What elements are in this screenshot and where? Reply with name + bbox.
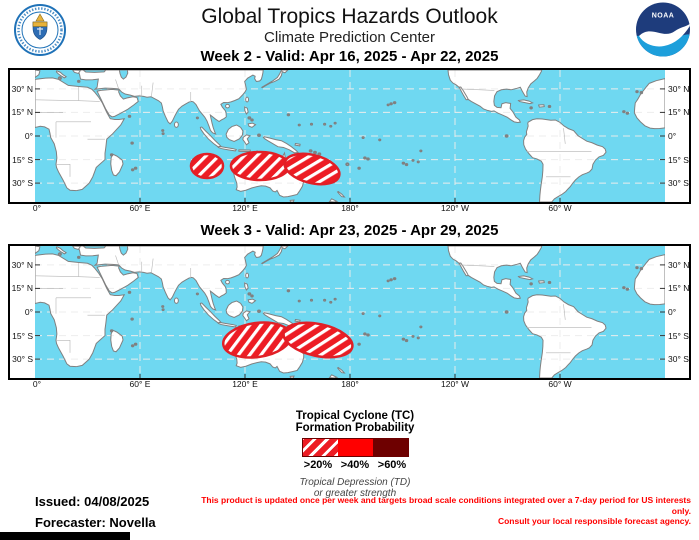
lat-label: 15° S	[668, 155, 689, 165]
legend-title-line2: Formation Probability	[295, 422, 415, 434]
forecaster-name: Forecaster: Novella	[35, 515, 156, 530]
week3-hazard-regions	[221, 321, 354, 359]
tc-probability-legend: Tropical Cyclone (TC) Formation Probabil…	[230, 410, 480, 499]
lat-label: 30° S	[12, 354, 33, 364]
lon-label: 120° E	[232, 203, 258, 213]
tc-formation-region	[282, 321, 354, 359]
disclaimer-line1: This product is updated once per week an…	[201, 495, 691, 516]
page-subtitle: Climate Prediction Center	[264, 29, 435, 46]
lat-label: 15° S	[668, 331, 689, 341]
lon-label: 120° W	[441, 379, 469, 389]
lon-label: 60° E	[129, 203, 151, 213]
legend-color-bar	[301, 438, 409, 457]
lon-label: 120° E	[232, 379, 258, 389]
noaa-logo-text: NOAA	[652, 13, 675, 20]
lon-label: 60° W	[548, 379, 572, 389]
lat-label: 30° N	[11, 260, 33, 270]
disclaimer-text: This product is updated once per week an…	[201, 495, 691, 527]
noaa-icon: NOAA	[636, 2, 690, 57]
legend-note-line2: or greater strength	[313, 488, 397, 499]
week2-map: 30° N 15° N 0° 15° S 30° S 30° N 15° N 0…	[8, 68, 691, 204]
lon-label: 0°	[32, 379, 42, 389]
legend-label-gt60: >60%	[377, 459, 407, 471]
legend-label-gt20: >20%	[303, 459, 333, 471]
lat-label: 15° N	[11, 107, 33, 117]
noaa-logo: NOAA	[633, 1, 693, 63]
lat-label: 15° N	[668, 283, 690, 293]
doc-seal-logo	[13, 3, 67, 62]
lon-label: 0°	[32, 203, 42, 213]
lat-label: 30° S	[668, 354, 689, 364]
lat-label: 30° N	[11, 84, 33, 94]
lon-label: 120° W	[441, 203, 469, 213]
legend-label-gt40: >40%	[340, 459, 370, 471]
issued-date: Issued: 04/08/2025	[35, 494, 150, 509]
lon-label: 180°	[341, 203, 359, 213]
page-title: Global Tropics Hazards Outlook	[201, 5, 498, 28]
lon-label: 60° E	[129, 379, 151, 389]
lat-label: 0°	[668, 307, 677, 317]
week3-title: Week 3 - Valid: Apr 23, 2025 - Apr 29, 2…	[200, 222, 499, 239]
tc-formation-region	[189, 152, 225, 180]
lon-label: 60° W	[548, 203, 572, 213]
tc-formation-region	[229, 150, 291, 182]
legend-seg-gt20	[302, 439, 338, 456]
week3-map: 30° N 15° N 0° 15° S 30° S 30° N 15° N 0…	[8, 244, 691, 380]
lat-label: 0°	[24, 131, 33, 141]
legend-seg-gt40	[337, 439, 373, 456]
lat-label: 0°	[668, 131, 677, 141]
lat-label: 15° N	[668, 107, 690, 117]
lat-label: 15° S	[12, 155, 33, 165]
legend-seg-gt60	[372, 439, 408, 456]
week2-basemap	[35, 70, 665, 202]
legend-note: Tropical Depression (TD) or greater stre…	[230, 477, 480, 499]
disclaimer-line2: Consult your local responsible forecast …	[497, 516, 691, 527]
tc-formation-region	[283, 152, 341, 186]
legend-title-line1: Tropical Cyclone (TC)	[295, 410, 415, 422]
lat-label: 15° N	[11, 283, 33, 293]
week2-hazard-regions	[189, 150, 341, 186]
doc-seal-icon	[14, 4, 66, 56]
lat-label: 30° N	[668, 84, 690, 94]
legend-labels: >20% >40% >60%	[300, 459, 411, 471]
lon-label: 180°	[341, 379, 359, 389]
lat-label: 30° S	[12, 178, 33, 188]
legend-note-line1: Tropical Depression (TD)	[299, 477, 411, 488]
lat-label: 30° S	[668, 178, 689, 188]
week3-basemap	[35, 246, 665, 378]
lat-label: 15° S	[12, 331, 33, 341]
lat-label: 0°	[24, 307, 33, 317]
redaction-bar	[0, 532, 130, 540]
week2-title: Week 2 - Valid: Apr 16, 2025 - Apr 22, 2…	[200, 48, 499, 65]
lat-label: 30° N	[668, 260, 690, 270]
